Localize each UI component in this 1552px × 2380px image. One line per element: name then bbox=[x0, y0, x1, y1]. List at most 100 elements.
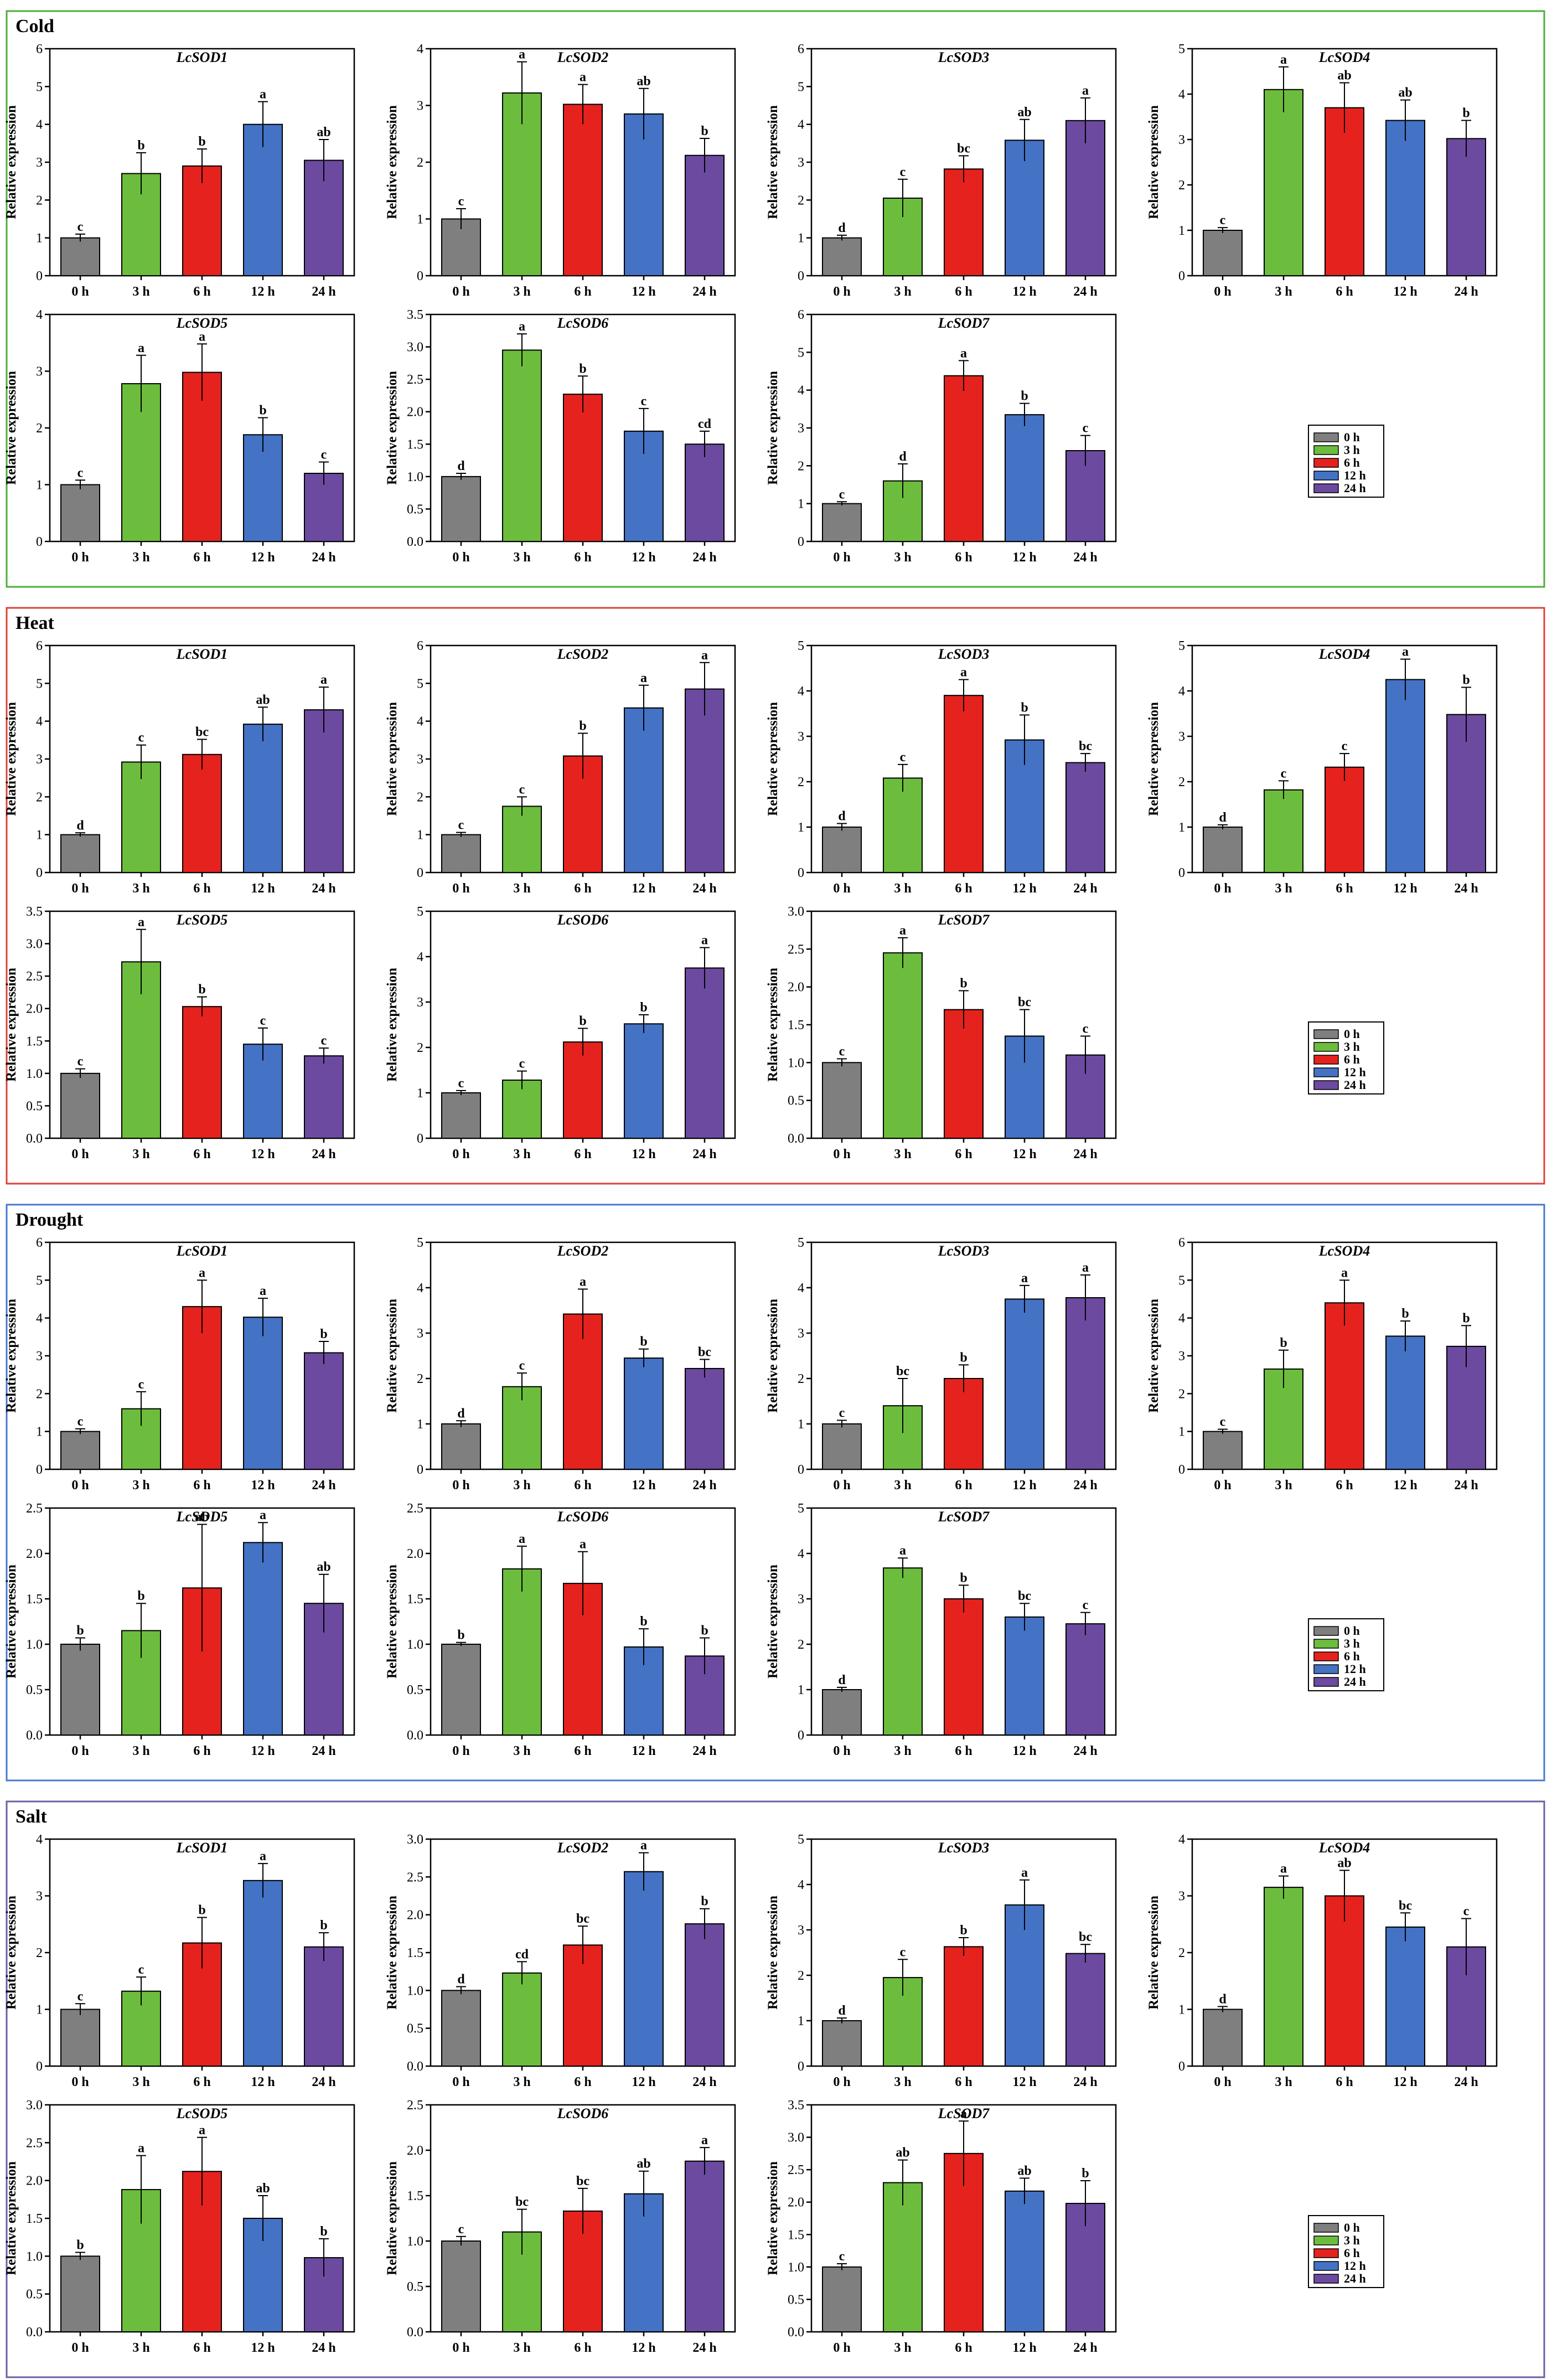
x-tick-label: 0 h bbox=[71, 2341, 89, 2355]
significance-letter: c bbox=[1220, 1415, 1226, 1429]
significance-letter: a bbox=[138, 341, 144, 355]
significance-letter: a bbox=[580, 70, 586, 85]
legend-label: 3 h bbox=[1344, 1636, 1360, 1650]
significance-letter: a bbox=[1280, 53, 1287, 67]
significance-letter: b bbox=[137, 138, 144, 153]
significance-letter: a bbox=[199, 2123, 205, 2138]
significance-letter: a bbox=[199, 1266, 205, 1280]
x-tick-label: 0 h bbox=[833, 285, 850, 299]
y-tick-label: 4 bbox=[36, 118, 43, 132]
y-axis-label: Relative expression bbox=[4, 1565, 19, 1679]
y-tick-label: 3 bbox=[36, 156, 43, 170]
legend-swatch bbox=[1313, 2223, 1339, 2233]
bar-3h bbox=[883, 2182, 923, 2333]
legend-label: 12 h bbox=[1344, 1662, 1366, 1676]
chart-title: LcSOD5 bbox=[176, 315, 227, 331]
chart-lcsod5: LcSOD5 0 1 2 3 4 Relative expression c 0 h a 3 h a 6… bbox=[4, 308, 355, 565]
y-tick-label: 2 bbox=[1178, 1946, 1185, 1960]
x-tick-label: 0 h bbox=[71, 1478, 89, 1493]
significance-letter: cd bbox=[698, 417, 712, 431]
y-tick-label: 2.0 bbox=[407, 2144, 423, 2158]
legend-label: 12 h bbox=[1344, 1065, 1366, 1079]
bar-24h bbox=[1065, 1623, 1105, 1736]
y-tick-label: 2.5 bbox=[26, 1501, 43, 1516]
legend: 0 h3 h6 h12 h24 h bbox=[1308, 1021, 1384, 1095]
bar-12h bbox=[1005, 1298, 1044, 1470]
significance-letter: a bbox=[1280, 1862, 1287, 1876]
y-tick-label: 2.5 bbox=[407, 373, 423, 387]
y-tick-label: 2 bbox=[798, 459, 804, 473]
bar-3h bbox=[502, 1972, 542, 2067]
y-tick-label: 2.0 bbox=[26, 2174, 43, 2188]
bar-3h bbox=[502, 1386, 542, 1470]
bar-3h bbox=[883, 1567, 923, 1736]
significance-letter: b bbox=[640, 1000, 647, 1015]
y-tick-label: 4 bbox=[798, 684, 804, 699]
y-tick-label: 3 bbox=[417, 995, 423, 1010]
significance-letter: b bbox=[701, 1624, 708, 1638]
y-tick-label: 1.5 bbox=[26, 2212, 43, 2226]
x-tick-label: 3 h bbox=[1275, 1478, 1292, 1493]
significance-letter: a bbox=[138, 915, 144, 930]
bar-6h bbox=[1325, 766, 1364, 874]
y-tick-label: 5 bbox=[417, 677, 423, 691]
x-tick-label: 6 h bbox=[1336, 285, 1353, 299]
y-tick-label: 0 bbox=[36, 1463, 43, 1477]
legend-label: 12 h bbox=[1344, 468, 1366, 482]
x-tick-label: 3 h bbox=[894, 285, 911, 299]
significance-letter: a bbox=[1402, 645, 1409, 659]
legend-label: 12 h bbox=[1344, 2259, 1366, 2273]
x-tick-label: 12 h bbox=[1393, 1478, 1417, 1493]
x-tick-label: 6 h bbox=[193, 1478, 210, 1493]
legend: 0 h3 h6 h12 h24 h bbox=[1308, 1618, 1384, 1691]
x-tick-label: 12 h bbox=[632, 550, 655, 565]
significance-letter: d bbox=[899, 450, 907, 464]
x-tick-label: 3 h bbox=[894, 1147, 911, 1161]
bar-6h bbox=[1325, 107, 1364, 276]
chart-lcsod5: LcSOD5 0.0 0.5 1.0 1.5 2.0 2.5 3.0 3.5 Relative e… bbox=[4, 905, 355, 1161]
y-tick-label: 0 bbox=[798, 535, 804, 549]
bar-6h bbox=[563, 394, 603, 542]
y-tick-label: 0.0 bbox=[788, 2325, 804, 2340]
y-tick-label: 0.0 bbox=[407, 2059, 423, 2074]
chart-lcsod4: LcSOD4 0 1 2 3 4 5 Relative expression c 0 h a 3 h a… bbox=[1146, 42, 1498, 299]
y-tick-label: 2.0 bbox=[407, 405, 423, 420]
significance-letter: c bbox=[458, 2222, 464, 2237]
y-tick-label: 1 bbox=[36, 1425, 43, 1439]
y-tick-label: 0 bbox=[1178, 2059, 1185, 2074]
x-tick-label: 0 h bbox=[1214, 2075, 1231, 2089]
bar-0h bbox=[60, 2255, 100, 2332]
bar-12h bbox=[624, 113, 664, 276]
y-tick-label: 1.0 bbox=[788, 2260, 804, 2275]
significance-letter: b bbox=[960, 1923, 967, 1938]
significance-letter: c bbox=[458, 818, 464, 833]
x-tick-label: 24 h bbox=[692, 1478, 716, 1493]
y-tick-label: 1 bbox=[36, 828, 43, 843]
x-tick-label: 6 h bbox=[955, 1147, 972, 1161]
chart-lcsod3: LcSOD3 0 1 2 3 4 5 6 Relative expression d 0 h c 3 h… bbox=[765, 42, 1117, 299]
y-tick-label: 4 bbox=[36, 308, 43, 322]
y-tick-label: 3.0 bbox=[26, 937, 43, 952]
significance-letter: b bbox=[76, 1624, 84, 1638]
significance-letter: bc bbox=[896, 1364, 909, 1379]
y-tick-label: 4 bbox=[1178, 1312, 1185, 1326]
legend-label: 3 h bbox=[1344, 2233, 1360, 2247]
bar-0h bbox=[822, 2020, 862, 2067]
x-tick-label: 0 h bbox=[452, 1478, 469, 1493]
x-tick-label: 0 h bbox=[1214, 881, 1231, 896]
panel-title: Salt bbox=[15, 1806, 47, 1827]
bar-0h bbox=[441, 2240, 481, 2332]
y-axis-label: Relative expression bbox=[4, 105, 19, 219]
chart-title: LcSOD1 bbox=[176, 49, 227, 65]
bar-24h bbox=[1065, 120, 1105, 276]
significance-letter: a bbox=[138, 2141, 144, 2156]
x-tick-label: 24 h bbox=[1073, 1744, 1097, 1758]
bar-6h bbox=[944, 1378, 984, 1470]
x-tick-label: 24 h bbox=[692, 1744, 716, 1758]
y-tick-label: 0.0 bbox=[407, 1728, 423, 1743]
significance-letter: d bbox=[1219, 810, 1227, 825]
chart-title: LcSOD6 bbox=[557, 1509, 608, 1525]
chart-title: LcSOD1 bbox=[176, 1840, 227, 1856]
panel-border bbox=[6, 1204, 1545, 1782]
chart-lcsod2: LcSOD2 0 1 2 3 4 5 6 Relative expression c 0 h c 3 h… bbox=[385, 639, 736, 896]
